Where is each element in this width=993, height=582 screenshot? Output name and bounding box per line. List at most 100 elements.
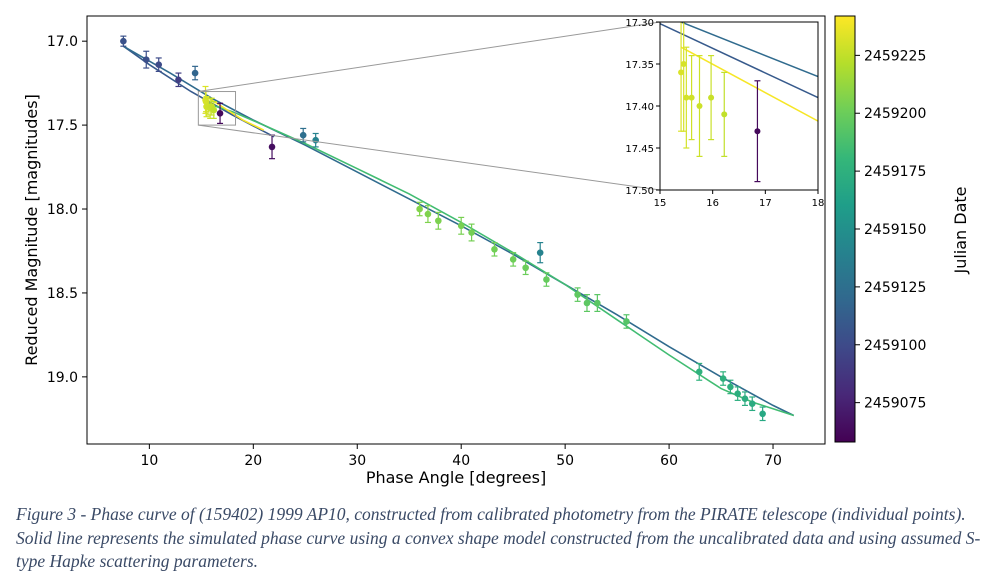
data-point-marker — [536, 249, 544, 256]
inset-model-curve-3 — [680, 46, 818, 122]
data-point-22 — [491, 241, 498, 257]
data-point-marker — [678, 69, 685, 76]
data-point-26 — [543, 272, 550, 287]
x-tick-label: 60 — [660, 453, 678, 469]
data-point-marker — [491, 246, 498, 253]
data-point-20 — [457, 216, 465, 235]
data-point-1 — [120, 35, 127, 47]
main-plot: 10 20 30 40 50 60 70 17.0 17.5 18.0 18.5 19.0 Phas… — [22, 15, 826, 487]
data-point-marker — [424, 210, 432, 218]
data-point-35 — [741, 391, 749, 406]
data-point-27 — [574, 287, 581, 302]
inset-y-tick-label: 17.30 — [625, 18, 654, 29]
inset-data-point-4 — [688, 54, 695, 141]
colorbar-ticks: 2459075 2459100 2459125 2459150 2459175 24592… — [855, 48, 926, 412]
data-point-marker — [741, 395, 749, 402]
data-point-marker — [583, 299, 591, 307]
data-point-16 — [312, 132, 319, 148]
data-point-31 — [695, 362, 703, 381]
zoom-connector-line — [198, 21, 661, 93]
x-tick-label: 40 — [452, 453, 470, 469]
colorbar-tick-label: 2459125 — [864, 280, 926, 296]
data-points — [120, 35, 766, 422]
data-point-marker — [435, 217, 442, 225]
x-tick-label: 20 — [244, 453, 262, 469]
data-point-36 — [748, 396, 756, 412]
data-point-marker — [734, 390, 741, 397]
data-point-marker — [210, 106, 218, 114]
data-point-17 — [416, 201, 423, 217]
data-point-18 — [424, 205, 432, 224]
y-tick-label: 17.0 — [47, 34, 78, 50]
data-point-25 — [536, 241, 544, 264]
zoom-box — [197, 91, 237, 126]
data-point-23 — [509, 252, 517, 267]
inset-y-ticks: 17.30 17.35 17.40 17.45 17.50 — [625, 18, 660, 197]
data-point-marker — [142, 56, 150, 63]
inset-data-point-3 — [683, 46, 690, 149]
data-point-12 — [210, 100, 218, 119]
data-point-14 — [268, 134, 276, 160]
figure-caption: Figure 3 - Phase curve of (159402) 1999 … — [16, 504, 981, 571]
y-tick-label: 18.5 — [47, 286, 78, 302]
inset-y-tick-label: 17.50 — [625, 186, 654, 197]
colorbar-tick-label: 2459200 — [864, 106, 926, 122]
data-point-24 — [522, 260, 529, 276]
data-point-30 — [623, 314, 630, 329]
inset-x-tick-label: 18 — [812, 198, 825, 209]
data-point-marker — [268, 143, 276, 151]
data-point-marker — [759, 410, 766, 418]
data-point-marker — [312, 136, 319, 144]
data-point-33 — [727, 379, 734, 395]
y-axis-label: Reduced Magnitude [magnitudes] — [22, 94, 41, 366]
inset-model-curve-2 — [660, 23, 818, 99]
model-curve-4 — [206, 95, 265, 131]
data-point-3 — [155, 57, 163, 72]
inset-y-tick-label: 17.40 — [625, 102, 654, 113]
data-point-4 — [175, 72, 182, 88]
inset-y-tick-label: 17.35 — [625, 60, 654, 71]
inset-x-tick-label: 17 — [759, 198, 772, 209]
data-point-marker — [683, 94, 690, 101]
data-point-marker — [719, 375, 727, 382]
data-point-32 — [719, 371, 727, 386]
data-point-marker — [748, 400, 756, 408]
inset-model-curves — [660, 22, 818, 122]
inset-data-point-2 — [680, 22, 687, 132]
colorbar-tick-label: 2459175 — [864, 164, 926, 180]
inset-x-tick-label: 15 — [654, 198, 667, 209]
data-point-marker — [754, 128, 761, 135]
main-axes-frame — [86, 15, 826, 445]
colorbar-tick-label: 2459100 — [864, 338, 926, 354]
data-point-marker — [155, 61, 163, 68]
inset-data-point-8 — [754, 80, 761, 183]
data-point-marker — [457, 222, 465, 230]
data-point-marker — [191, 69, 199, 77]
data-point-marker — [680, 61, 687, 67]
x-tick-label: 10 — [140, 453, 158, 469]
data-point-marker — [695, 368, 703, 376]
data-point-34 — [734, 386, 741, 401]
zoom-connector — [197, 21, 661, 191]
x-tick-label: 30 — [348, 453, 366, 469]
colorbar-gradient — [834, 15, 856, 443]
y-tick-label: 17.5 — [47, 118, 78, 134]
x-tick-label: 50 — [556, 453, 574, 469]
y-tick-label: 18.0 — [47, 202, 78, 218]
data-point-marker — [299, 131, 307, 139]
data-point-marker — [416, 205, 423, 213]
data-point-13 — [216, 102, 224, 125]
data-point-marker — [688, 94, 695, 101]
colorbar-tick-label: 2459075 — [864, 396, 926, 412]
inset-data-points — [678, 22, 761, 183]
inset-data-point-6 — [708, 54, 715, 141]
data-point-marker — [522, 264, 529, 272]
colorbar-tick-label: 2459225 — [864, 48, 926, 64]
colorbar: 2459075 2459100 2459125 2459150 2459175 24592… — [834, 15, 970, 443]
colorbar-tick-label: 2459150 — [864, 222, 926, 238]
data-point-marker — [175, 76, 182, 84]
data-point-2 — [142, 50, 150, 69]
inset-data-point-7 — [721, 71, 728, 157]
data-point-marker — [721, 111, 728, 118]
data-point-marker — [509, 256, 517, 263]
